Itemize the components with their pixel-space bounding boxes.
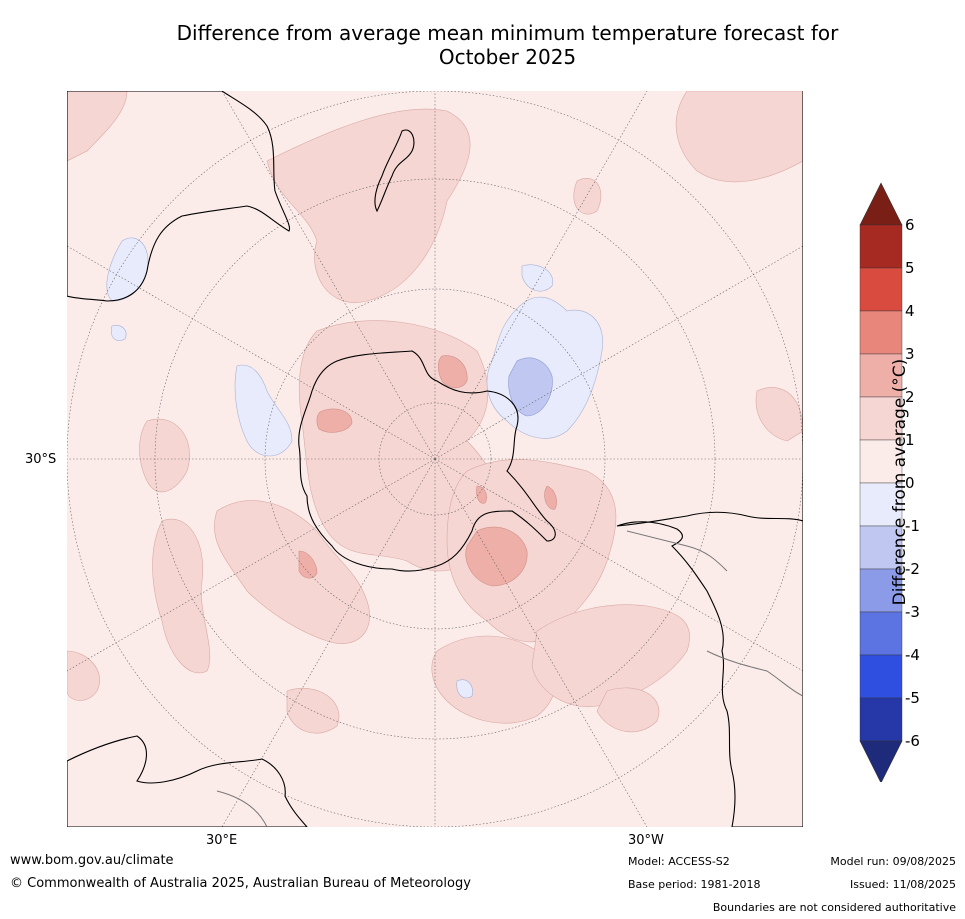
model-text: Model: ACCESS-S2 [628,855,730,868]
anomaly-2to3-regions [298,355,557,587]
new-zealand-coast [374,129,415,213]
longitude-label-30e: 30°E [206,833,238,848]
issued-text: Issued: 11/08/2025 [849,878,956,891]
colorbar-segment [859,482,903,527]
colorbar-segment [859,654,903,699]
anomaly-1to2-regions [67,91,803,734]
polar-map [67,91,803,827]
disclaimer-text: Boundaries are not considered authoritat… [712,901,956,914]
map-title: Difference from average mean minimum tem… [60,21,955,69]
africa-coast [67,735,308,827]
colorbar: 6 5 4 3 2 1 0 -1 -2 -3 -4 -5 -6 [858,182,958,784]
colorbar-tick-label: 0 [905,474,915,492]
colorbar-tick-label: 3 [905,345,915,363]
colorbar-segment [859,267,903,312]
colorbar-segment [859,353,903,398]
australia-coast [67,91,291,302]
map-canvas [67,91,803,827]
colorbar-segment [859,611,903,656]
antarctica-coast [298,350,556,572]
colorbar-segment [859,224,903,269]
colorbar-extend-high [859,182,903,226]
colorbar-tick-label: -1 [905,517,920,535]
colorbar-tick-label: -4 [905,646,920,664]
latitude-label-30s: 30°S [25,452,57,467]
copyright-text: © Commonwealth of Australia 2025, Austra… [10,876,471,891]
colorbar-tick-label: -5 [905,689,920,707]
colorbar-extend-low [859,740,903,784]
colorbar-tick-label: -2 [905,560,920,578]
land-borders [216,530,803,827]
title-line-2: October 2025 [438,45,577,69]
title-line-1: Difference from average mean minimum tem… [176,21,839,45]
model-run-text: Model run: 09/08/2025 [830,855,956,868]
colorbar-segment [859,396,903,441]
colorbar-tick-label: 4 [905,302,915,320]
colorbar-graphic: 6 5 4 3 2 1 0 -1 -2 -3 -4 -5 -6 [859,182,920,784]
colorbar-tick-label: 6 [905,216,915,234]
colorbar-segment [859,310,903,355]
colorbar-segment [859,697,903,742]
colorbar-tick-label: 5 [905,259,915,277]
colorbar-tick-label: 2 [905,388,915,406]
meridian-lines [67,91,803,827]
longitude-label-30w: 30°W [628,833,664,848]
base-period-text: Base period: 1981-2018 [628,878,761,891]
anomaly-m2tom1-regions [508,357,553,417]
colorbar-title: Difference from average (°C) [890,358,910,606]
colorbar-tick-label: 1 [905,431,915,449]
colorbar-tick-label: -6 [905,732,920,750]
colorbar-segment [859,525,903,570]
website-text: www.bom.gov.au/climate [10,853,174,868]
colorbar-tick-label: -3 [905,603,920,621]
